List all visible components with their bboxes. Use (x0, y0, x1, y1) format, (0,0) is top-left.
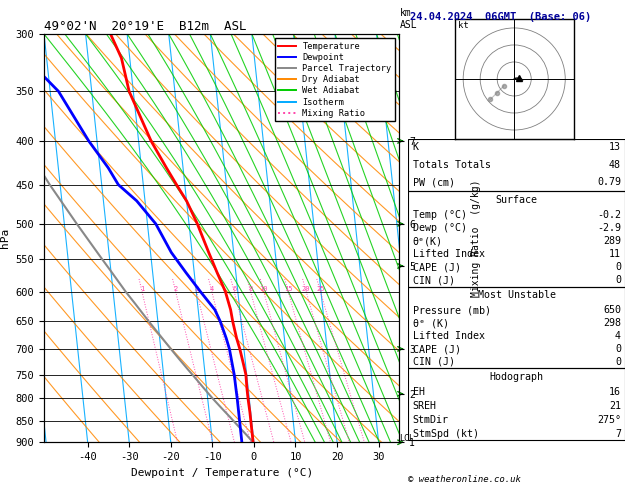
Text: Lifted Index: Lifted Index (413, 249, 484, 259)
Text: © weatheronline.co.uk: © weatheronline.co.uk (408, 474, 520, 484)
Text: 8: 8 (248, 286, 253, 292)
Text: 650: 650 (603, 305, 621, 315)
Text: Surface: Surface (496, 195, 538, 205)
Bar (408, 139, 625, 191)
Y-axis label: hPa: hPa (0, 228, 10, 248)
Text: CAPE (J): CAPE (J) (413, 344, 460, 354)
Text: StmSpd (kt): StmSpd (kt) (413, 429, 479, 438)
Text: 0: 0 (615, 275, 621, 285)
Text: 49°02'N  20°19'E  B12m  ASL: 49°02'N 20°19'E B12m ASL (44, 20, 247, 33)
Text: 298: 298 (603, 318, 621, 329)
Text: kt: kt (458, 21, 469, 30)
Text: 2: 2 (174, 286, 178, 292)
Text: 15: 15 (284, 286, 292, 292)
Text: θᵉ (K): θᵉ (K) (413, 318, 448, 329)
Text: Dewp (°C): Dewp (°C) (413, 223, 467, 233)
Text: 21: 21 (609, 401, 621, 411)
Text: Totals Totals: Totals Totals (413, 160, 491, 170)
Text: Lifted Index: Lifted Index (413, 331, 484, 341)
Text: 48: 48 (609, 160, 621, 170)
Text: -2.9: -2.9 (597, 223, 621, 233)
Text: PW (cm): PW (cm) (413, 177, 455, 188)
Text: Hodograph: Hodograph (490, 372, 543, 382)
Text: Pressure (mb): Pressure (mb) (413, 305, 491, 315)
Text: 1: 1 (140, 286, 144, 292)
Text: 10: 10 (259, 286, 268, 292)
Text: CAPE (J): CAPE (J) (413, 262, 460, 272)
Text: CIN (J): CIN (J) (413, 275, 455, 285)
Text: 11: 11 (609, 249, 621, 259)
Text: θᵉ(K): θᵉ(K) (413, 236, 443, 246)
X-axis label: Dewpoint / Temperature (°C): Dewpoint / Temperature (°C) (131, 468, 313, 478)
Text: K: K (413, 142, 418, 152)
Text: 0: 0 (615, 344, 621, 354)
Text: 16: 16 (609, 387, 621, 398)
Text: CIN (J): CIN (J) (413, 357, 455, 367)
Text: km
ASL: km ASL (399, 8, 417, 30)
Text: 4: 4 (615, 331, 621, 341)
Text: StmDir: StmDir (413, 415, 448, 425)
Y-axis label: Mixing Ratio  (g/kg): Mixing Ratio (g/kg) (470, 179, 481, 297)
Text: -0.2: -0.2 (597, 210, 621, 220)
Text: 7: 7 (615, 429, 621, 438)
Text: EH: EH (413, 387, 425, 398)
Text: 6: 6 (232, 286, 237, 292)
Text: Most Unstable: Most Unstable (477, 291, 556, 300)
Text: 0.79: 0.79 (597, 177, 621, 188)
Text: 275°: 275° (597, 415, 621, 425)
Text: LCL: LCL (399, 434, 415, 443)
Text: Temp (°C): Temp (°C) (413, 210, 467, 220)
Text: 24.04.2024  06GMT  (Base: 06): 24.04.2024 06GMT (Base: 06) (410, 12, 591, 22)
Text: SREH: SREH (413, 401, 437, 411)
Bar (408, 287, 625, 368)
Text: 289: 289 (603, 236, 621, 246)
Text: 0: 0 (615, 262, 621, 272)
Bar (408, 191, 625, 287)
Text: 3: 3 (194, 286, 199, 292)
Text: 0: 0 (615, 357, 621, 367)
Text: 4: 4 (209, 286, 214, 292)
Legend: Temperature, Dewpoint, Parcel Trajectory, Dry Adiabat, Wet Adiabat, Isotherm, Mi: Temperature, Dewpoint, Parcel Trajectory… (275, 38, 395, 121)
Bar (408, 368, 625, 440)
Text: 25: 25 (316, 286, 325, 292)
Text: 13: 13 (609, 142, 621, 152)
Text: 20: 20 (302, 286, 311, 292)
